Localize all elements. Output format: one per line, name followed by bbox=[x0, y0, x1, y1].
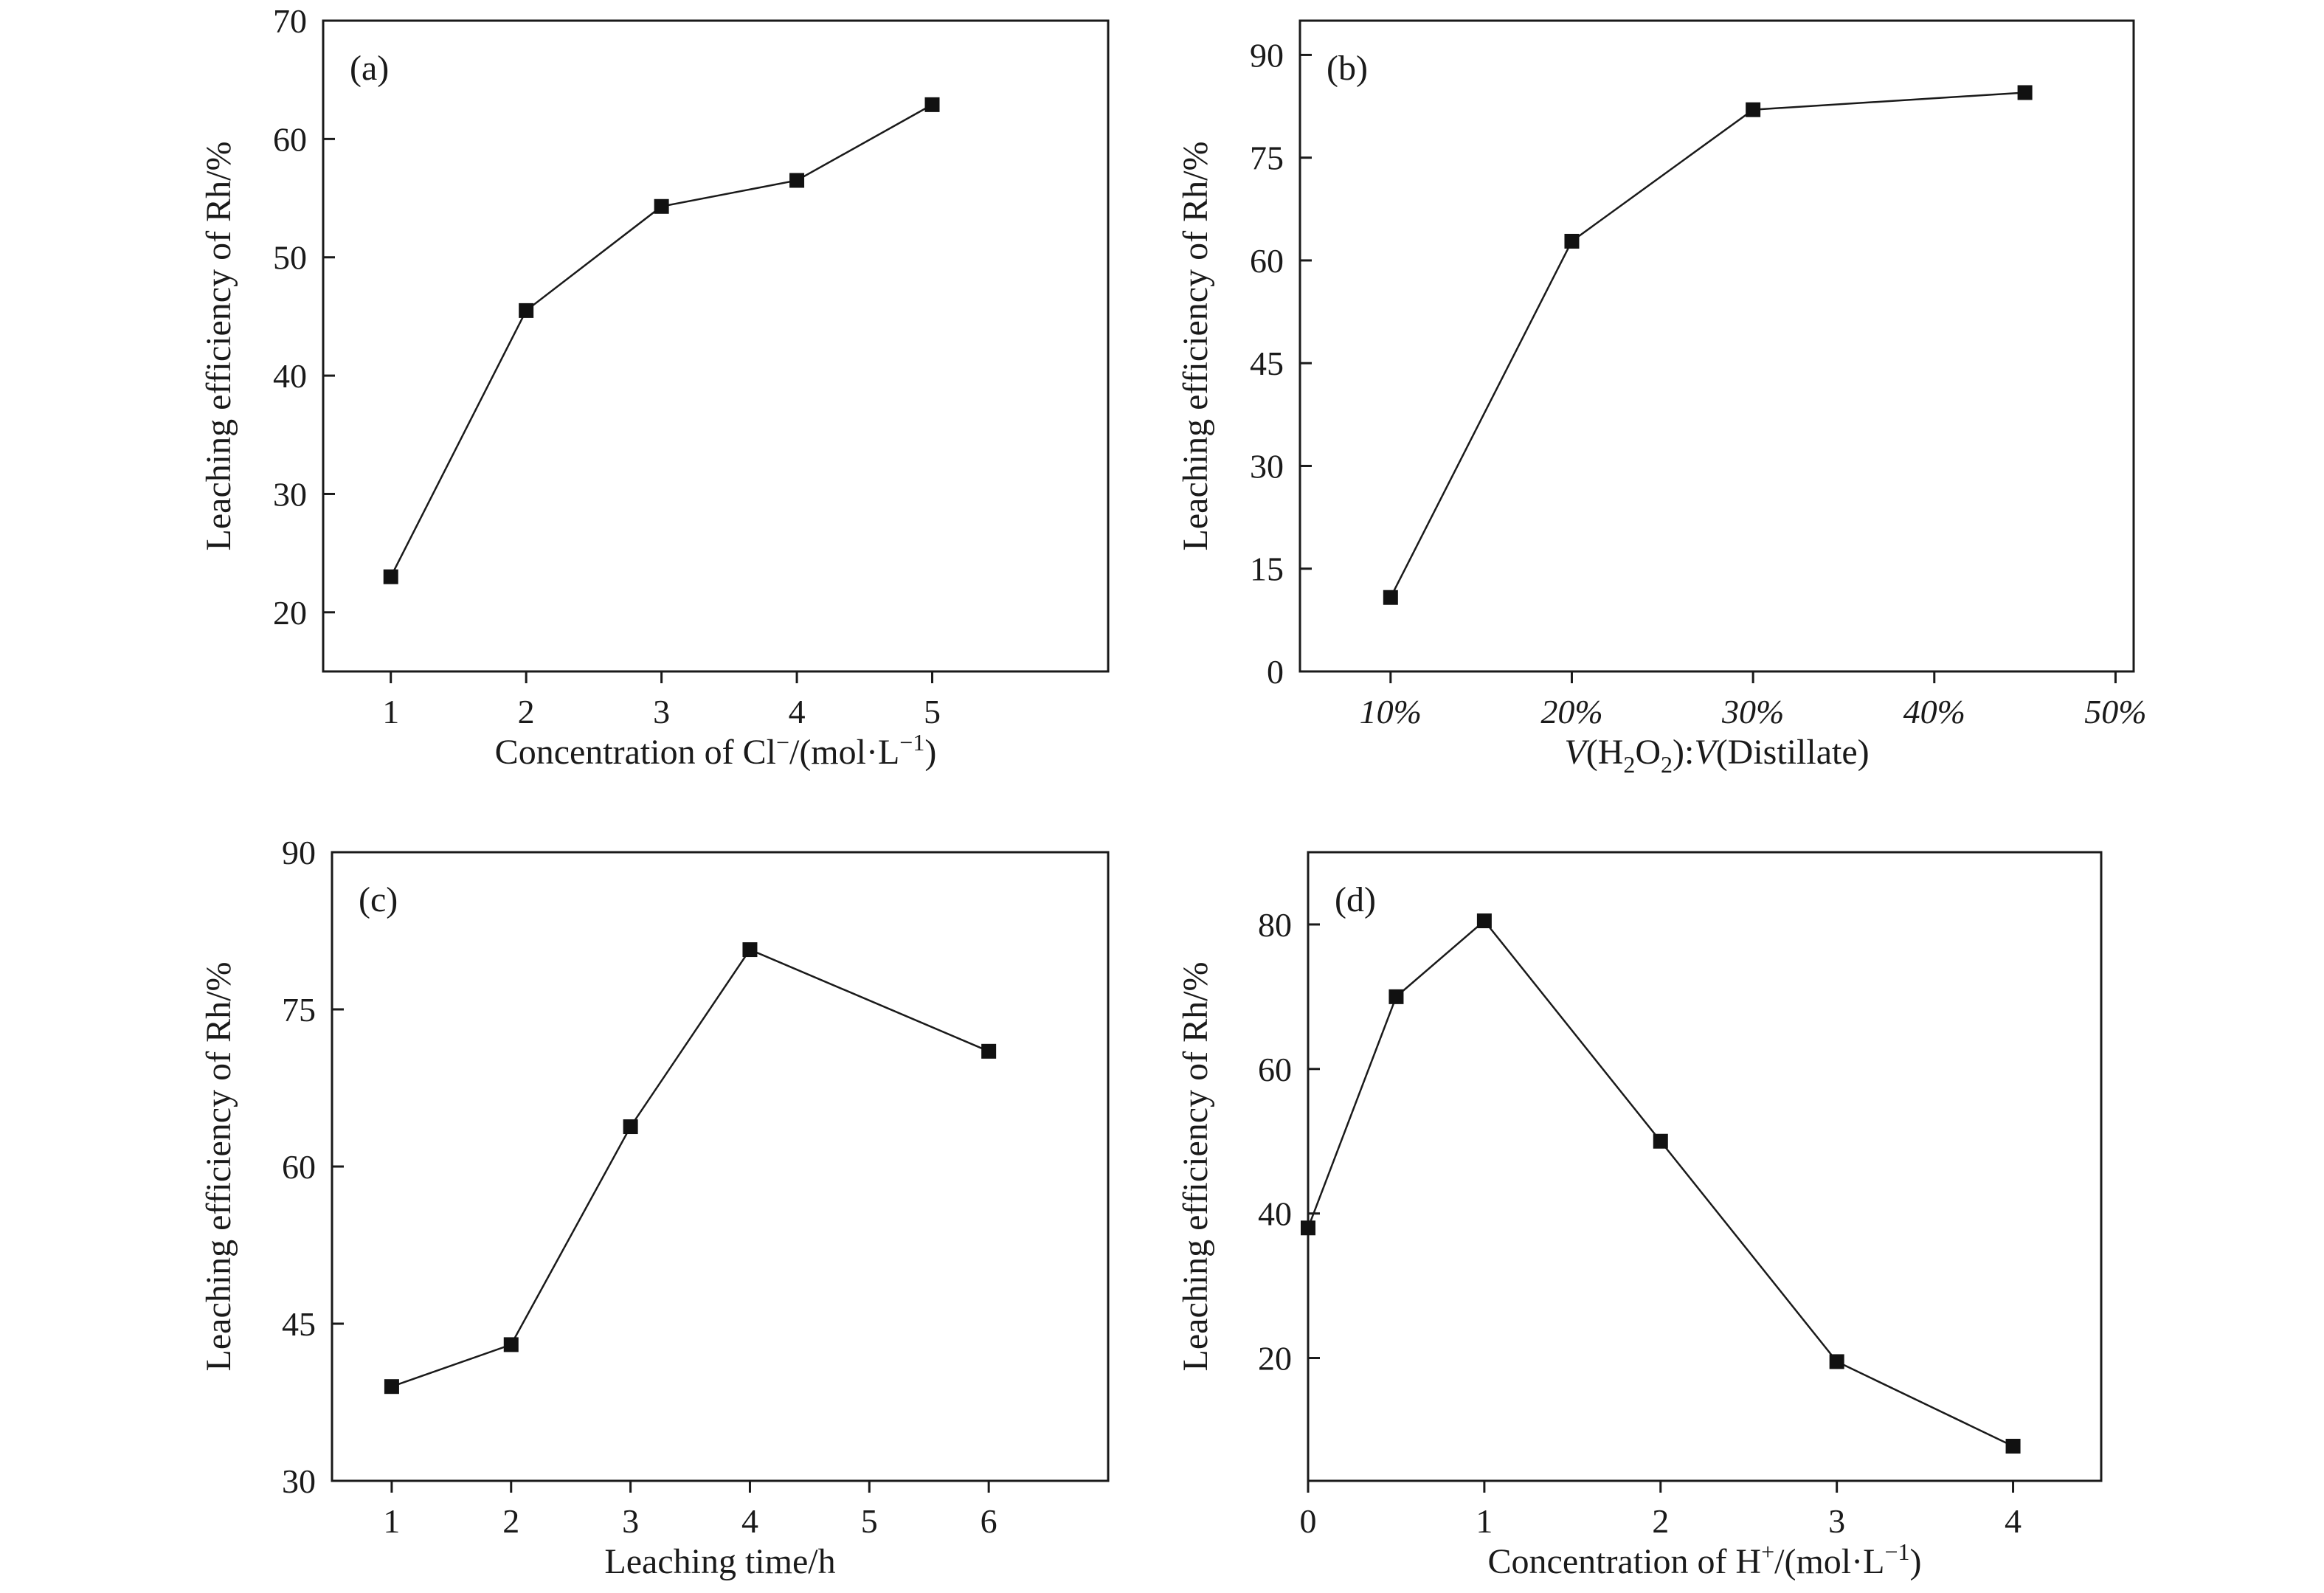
y-tick-label: 75 bbox=[1250, 139, 1284, 177]
x-tick-label: 10% bbox=[1360, 693, 1422, 730]
y-tick-label: 20 bbox=[1258, 1340, 1292, 1378]
y-tick-label: 20 bbox=[273, 594, 307, 632]
y-tick-label: 40 bbox=[273, 357, 307, 395]
y-axis-title: Leaching efficiency of Rh/% bbox=[199, 962, 238, 1372]
x-tick-label: 5 bbox=[924, 693, 941, 730]
x-tick-label: 4 bbox=[741, 1502, 758, 1540]
data-point-marker bbox=[2017, 85, 2033, 100]
data-point-marker bbox=[519, 303, 534, 318]
data-point-marker bbox=[1476, 913, 1492, 929]
y-tick-label: 45 bbox=[282, 1305, 316, 1343]
chart-panel-b: 10% 20% 30% 40% 50% 0 15 30 45 60 75 90 (b) Leaching … bbox=[1176, 19, 2147, 778]
x-tick-label: 2 bbox=[1652, 1502, 1669, 1540]
data-point-marker bbox=[1383, 590, 1398, 605]
x-axis-title: Concentration of H+/(mol·L−1) bbox=[1488, 1538, 1922, 1581]
x-tick-label: 50% bbox=[2084, 693, 2146, 730]
x-axis-title: V(H2O2):V(Distillate) bbox=[1564, 733, 1869, 778]
y-tick-label: 50 bbox=[273, 239, 307, 277]
x-tick-label: 1 bbox=[382, 693, 399, 730]
data-point-marker bbox=[654, 198, 669, 214]
data-point-marker bbox=[1746, 102, 1761, 117]
series-line bbox=[1307, 919, 2014, 1448]
x-tick-label: 6 bbox=[981, 1502, 997, 1540]
data-point-marker bbox=[1829, 1354, 1844, 1369]
x-tick-label: 2 bbox=[502, 1502, 519, 1540]
x-tick-label: 4 bbox=[2005, 1502, 2022, 1540]
chart-panel-d: 0 1 2 3 4 20 40 60 80 (d) Leaching efficiency of R… bbox=[1176, 851, 2103, 1581]
x-tick-label: 1 bbox=[1476, 1502, 1493, 1540]
y-tick-label: 30 bbox=[273, 475, 307, 513]
y-tick-label: 60 bbox=[1258, 1051, 1292, 1088]
y-tick-label: 60 bbox=[273, 120, 307, 158]
panel-label: (c) bbox=[359, 880, 398, 919]
data-point-marker bbox=[383, 569, 398, 584]
y-tick-label: 15 bbox=[1250, 550, 1284, 588]
y-axis-title: Leaching efficiency of Rh/% bbox=[1176, 142, 1215, 551]
y-tick-label: 70 bbox=[273, 2, 307, 40]
data-point-marker bbox=[2005, 1438, 2021, 1454]
y-tick-label: 60 bbox=[1250, 242, 1284, 280]
y-axis-title: Leaching efficiency of Rh/% bbox=[1176, 962, 1215, 1372]
y-tick-label: 30 bbox=[282, 1462, 316, 1500]
panel-label: (a) bbox=[350, 49, 389, 88]
panel-label: (d) bbox=[1335, 880, 1376, 919]
x-tick-label: 0 bbox=[1300, 1502, 1317, 1540]
plot-frame bbox=[1298, 19, 2135, 673]
y-tick-label: 40 bbox=[1258, 1195, 1292, 1233]
data-point-marker bbox=[742, 942, 758, 958]
data-point-marker bbox=[1564, 233, 1580, 249]
y-tick-label: 45 bbox=[1250, 345, 1284, 382]
y-tick-label: 90 bbox=[1250, 36, 1284, 74]
x-tick-label: 5 bbox=[861, 1502, 878, 1540]
data-point-marker bbox=[384, 1379, 399, 1395]
series-line bbox=[1389, 91, 2025, 598]
data-point-marker bbox=[1301, 1220, 1315, 1236]
data-point-marker bbox=[623, 1119, 638, 1135]
x-axis-title: Leaching time/h bbox=[604, 1542, 835, 1581]
data-point-marker bbox=[1653, 1133, 1668, 1149]
panel-label: (b) bbox=[1327, 49, 1368, 88]
chart-panel-a: 1 2 3 4 5 20 30 40 50 60 70 (a) Leaching efficiency … bbox=[199, 2, 1110, 772]
y-tick-label: 60 bbox=[282, 1148, 316, 1186]
y-tick-label: 0 bbox=[1267, 653, 1284, 691]
data-point-marker bbox=[503, 1337, 519, 1352]
x-tick-label: 2 bbox=[518, 693, 535, 730]
y-tick-label: 30 bbox=[1250, 447, 1284, 485]
data-point-marker bbox=[1388, 989, 1404, 1004]
x-tick-label: 1 bbox=[383, 1502, 400, 1540]
x-axis-title: Concentration of Cl−/(mol·L−1) bbox=[495, 729, 937, 772]
y-axis-title: Leaching efficiency of Rh/% bbox=[199, 142, 238, 551]
plot-frame bbox=[322, 19, 1110, 673]
y-tick-label: 80 bbox=[1258, 906, 1292, 944]
x-tick-label: 3 bbox=[622, 1502, 639, 1540]
y-tick-label: 75 bbox=[282, 991, 316, 1029]
x-tick-label: 4 bbox=[789, 693, 806, 730]
x-tick-label: 20% bbox=[1540, 693, 1602, 730]
x-tick-label: 3 bbox=[1828, 1502, 1845, 1540]
data-point-marker bbox=[924, 97, 940, 112]
plot-frame bbox=[1307, 851, 2103, 1482]
x-tick-label: 40% bbox=[1903, 693, 1965, 730]
y-tick-label: 90 bbox=[282, 834, 316, 871]
x-tick-label: 30% bbox=[1721, 693, 1784, 730]
data-point-marker bbox=[789, 173, 805, 188]
x-tick-label: 3 bbox=[653, 693, 670, 730]
data-point-marker bbox=[981, 1043, 997, 1059]
